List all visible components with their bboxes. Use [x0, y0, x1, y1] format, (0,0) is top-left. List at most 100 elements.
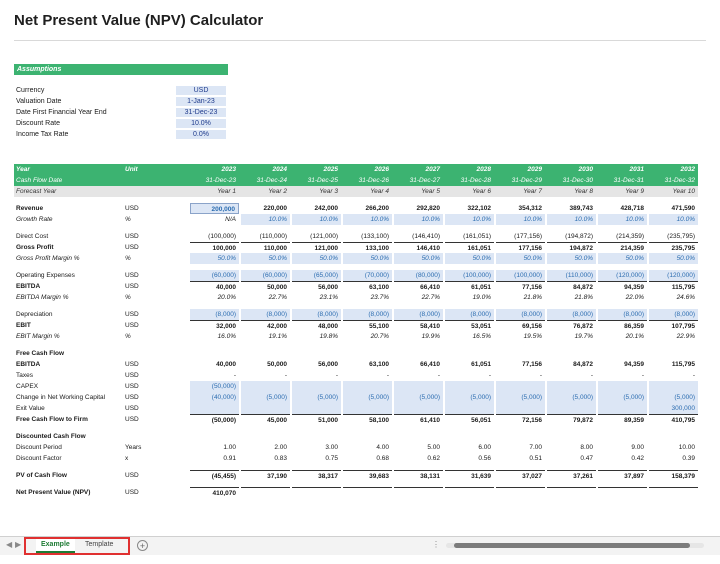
input-cell[interactable] — [343, 403, 392, 414]
input-cell[interactable] — [190, 403, 239, 414]
tax-rate-input[interactable]: 0.0% — [176, 130, 226, 140]
value-cell: 5.00 — [427, 444, 440, 451]
input-cell[interactable]: (8,000) — [547, 309, 596, 320]
input-cell[interactable]: 50.0% — [649, 253, 698, 264]
value-cell: 16.5% — [472, 333, 491, 340]
input-cell[interactable] — [292, 403, 341, 414]
input-cell[interactable] — [292, 381, 341, 392]
input-cell[interactable]: 50.0% — [547, 253, 596, 264]
input-cell[interactable]: (5,000) — [241, 392, 290, 403]
table-row: EBITDA USD 40,000 50,000 56,000 63,100 66,410 6… — [14, 281, 698, 292]
input-cell[interactable]: (8,000) — [496, 309, 545, 320]
input-cell[interactable]: (60,000) — [190, 270, 239, 281]
currency-input[interactable]: USD — [176, 86, 226, 96]
header-cell: 2026 — [374, 166, 389, 173]
input-cell[interactable]: (8,000) — [241, 309, 290, 320]
input-cell[interactable]: 10.0% — [394, 214, 443, 225]
tab-template[interactable]: Template — [85, 541, 114, 548]
input-cell[interactable]: (120,000) — [598, 270, 647, 281]
input-cell[interactable]: (8,000) — [649, 309, 698, 320]
input-cell[interactable]: (50,000) — [190, 381, 239, 392]
input-cell[interactable] — [598, 381, 647, 392]
input-cell[interactable]: (8,000) — [190, 309, 239, 320]
input-cell[interactable]: 10.0% — [343, 214, 392, 225]
input-cell[interactable]: (5,000) — [598, 392, 647, 403]
discount-rate-input[interactable]: 10.0% — [176, 119, 226, 129]
input-cell[interactable]: (5,000) — [292, 392, 341, 403]
header-cell: Year 9 — [625, 188, 644, 195]
input-cell[interactable] — [496, 403, 545, 414]
input-cell[interactable]: 50.0% — [241, 253, 290, 264]
row-label: Operating Expenses — [16, 272, 75, 279]
input-cell[interactable]: 50.0% — [343, 253, 392, 264]
input-cell[interactable]: (5,000) — [547, 392, 596, 403]
scroll-right-icon[interactable]: ▶ — [15, 540, 22, 549]
row-label: Discount Factor — [16, 455, 62, 462]
input-cell[interactable]: (65,000) — [292, 270, 341, 281]
value-cell: 42,000 — [241, 320, 290, 331]
input-cell[interactable]: 50.0% — [598, 253, 647, 264]
input-cell[interactable]: 50.0% — [445, 253, 494, 264]
scrollbar-thumb[interactable] — [454, 543, 690, 548]
input-cell[interactable] — [343, 381, 392, 392]
input-cell[interactable]: (60,000) — [241, 270, 290, 281]
input-cell[interactable] — [394, 403, 443, 414]
input-cell[interactable]: (100,000) — [496, 270, 545, 281]
input-cell[interactable] — [445, 403, 494, 414]
header-cell: 2029 — [527, 166, 542, 173]
input-cell[interactable]: 50.0% — [190, 253, 239, 264]
input-cell[interactable]: (5,000) — [445, 392, 494, 403]
input-cell[interactable]: (70,000) — [343, 270, 392, 281]
value-cell: 56,051 — [445, 414, 494, 425]
input-cell[interactable]: 10.0% — [649, 214, 698, 225]
input-cell[interactable] — [598, 403, 647, 414]
input-cell[interactable] — [241, 381, 290, 392]
input-cell[interactable]: 10.0% — [445, 214, 494, 225]
input-cell[interactable] — [394, 381, 443, 392]
input-cell[interactable]: (5,000) — [496, 392, 545, 403]
input-cell[interactable]: (5,000) — [343, 392, 392, 403]
value-cell — [496, 487, 545, 498]
input-cell[interactable]: (40,000) — [190, 392, 239, 403]
value-cell: 146,410 — [394, 242, 443, 253]
input-cell[interactable]: (8,000) — [343, 309, 392, 320]
input-cell[interactable]: (5,000) — [394, 392, 443, 403]
input-cell[interactable]: (120,000) — [649, 270, 698, 281]
valuation-date-input[interactable]: 1-Jan-23 — [176, 97, 226, 107]
horizontal-scrollbar[interactable] — [446, 543, 704, 548]
value-cell: 61,410 — [394, 414, 443, 425]
value-cell: 38,317 — [292, 470, 341, 481]
input-cell[interactable]: 10.0% — [241, 214, 290, 225]
input-cell[interactable]: 50.0% — [394, 253, 443, 264]
input-cell[interactable]: 50.0% — [496, 253, 545, 264]
input-cell[interactable] — [445, 381, 494, 392]
input-cell[interactable]: 10.0% — [598, 214, 647, 225]
header-cell: 31-Dec-28 — [460, 177, 491, 184]
tab-example[interactable]: Example — [36, 539, 75, 553]
input-cell[interactable]: (100,000) — [445, 270, 494, 281]
scroll-left-icon[interactable]: ◀ — [6, 540, 13, 549]
input-cell[interactable] — [547, 403, 596, 414]
input-cell[interactable] — [496, 381, 545, 392]
input-cell[interactable]: (5,000) — [649, 392, 698, 403]
input-cell[interactable]: 200,000 — [190, 203, 239, 214]
input-cell[interactable]: (80,000) — [394, 270, 443, 281]
input-cell[interactable] — [241, 403, 290, 414]
table-row: PV of Cash Flow USD (45,455) 37,190 38,317 39… — [14, 470, 698, 481]
input-cell[interactable]: (8,000) — [292, 309, 341, 320]
input-cell[interactable]: (8,000) — [394, 309, 443, 320]
input-cell[interactable]: 10.0% — [547, 214, 596, 225]
value-cell — [394, 431, 443, 442]
input-cell[interactable]: 50.0% — [292, 253, 341, 264]
value-cell — [445, 487, 494, 498]
input-cell[interactable]: 300,000 — [649, 403, 698, 414]
input-cell[interactable]: (8,000) — [445, 309, 494, 320]
first-fy-end-input[interactable]: 31-Dec-23 — [176, 108, 226, 118]
input-cell[interactable] — [547, 381, 596, 392]
input-cell[interactable]: 10.0% — [292, 214, 341, 225]
input-cell[interactable]: (110,000) — [547, 270, 596, 281]
input-cell[interactable] — [649, 381, 698, 392]
input-cell[interactable]: 10.0% — [496, 214, 545, 225]
input-cell[interactable]: (8,000) — [598, 309, 647, 320]
add-sheet-icon[interactable]: + — [137, 540, 148, 551]
